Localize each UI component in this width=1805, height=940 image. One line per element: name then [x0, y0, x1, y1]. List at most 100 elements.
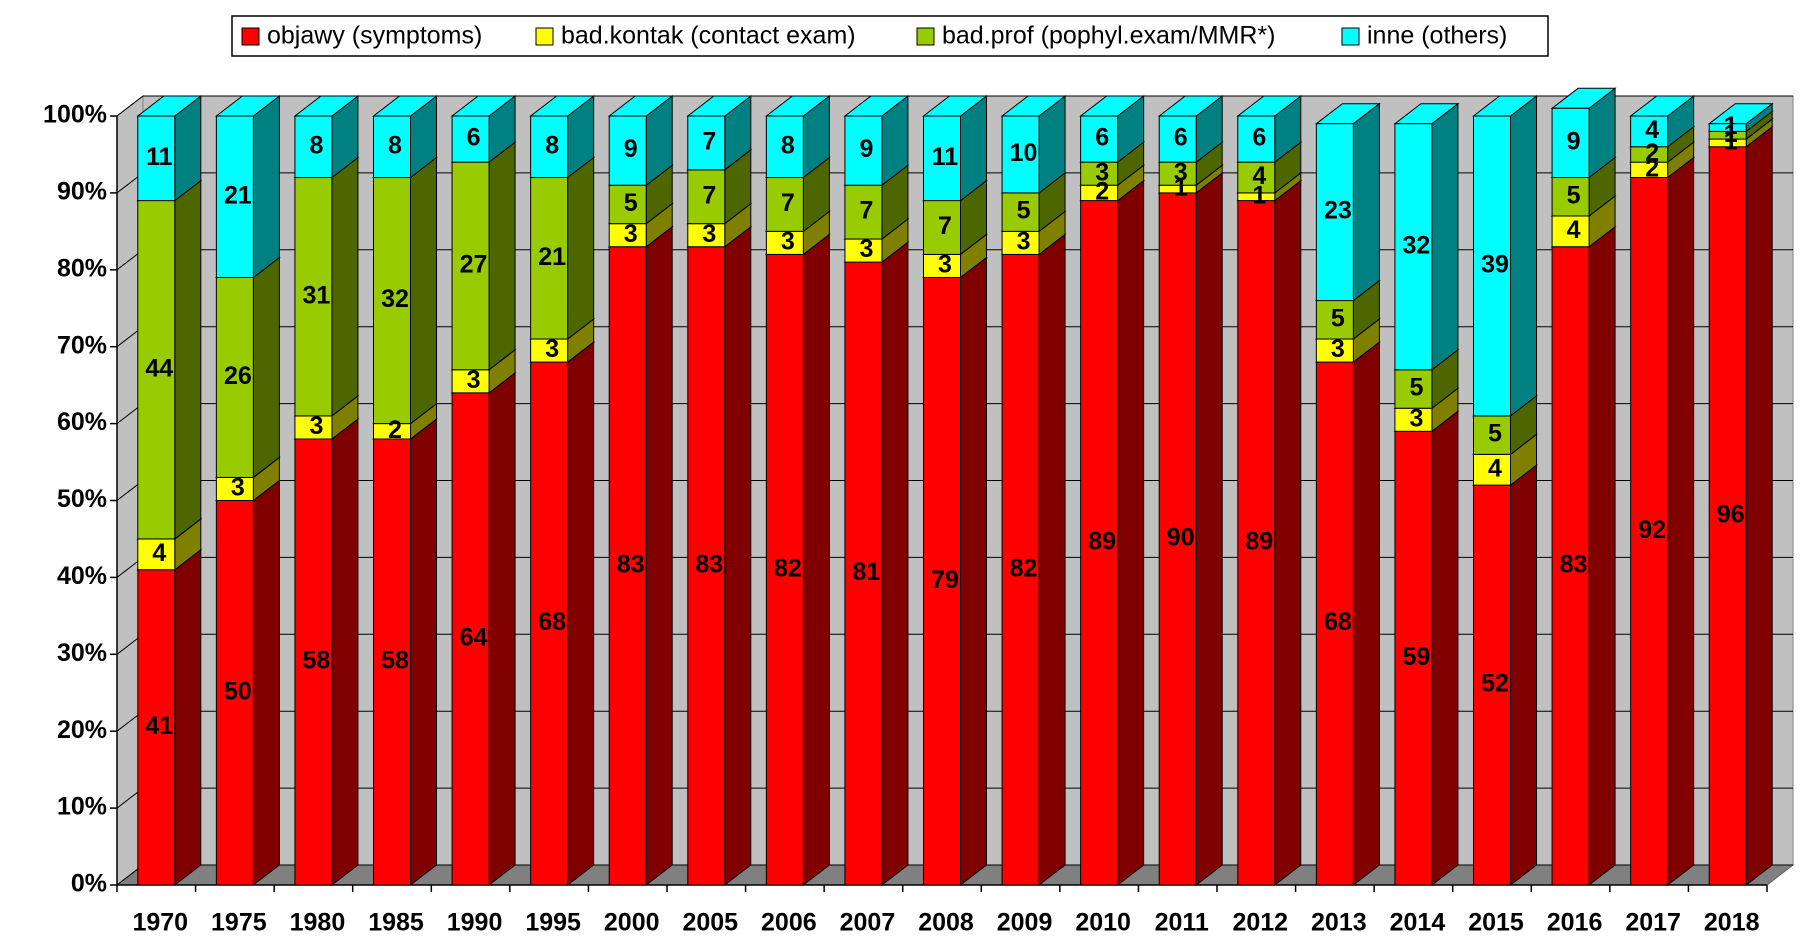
legend-swatch — [241, 27, 260, 46]
bar-side — [488, 371, 516, 887]
x-tick-label: 1975 — [211, 909, 267, 937]
data-label: 3 — [309, 412, 323, 440]
bar-side — [802, 233, 830, 887]
bar-front — [1708, 146, 1747, 886]
data-label: 7 — [781, 189, 795, 217]
bar-front — [1473, 115, 1511, 417]
data-label: 9 — [624, 135, 638, 163]
x-tick-label: 1990 — [447, 909, 503, 937]
bar-front — [373, 177, 411, 425]
data-label: 1 — [1724, 128, 1738, 156]
data-label: 21 — [538, 243, 566, 271]
bar-segment — [1550, 225, 1617, 887]
data-label: 2 — [1645, 139, 1659, 167]
y-tick-label: 90% — [57, 178, 107, 206]
bar-front — [530, 361, 569, 886]
x-tick-label: 1980 — [290, 909, 346, 937]
data-label: 3 — [1409, 404, 1423, 432]
bar-front — [530, 115, 569, 179]
data-label: 8 — [545, 131, 559, 159]
bar-front — [1473, 484, 1511, 886]
data-label: 4 — [1252, 162, 1266, 190]
bar-front — [1473, 415, 1511, 455]
bar-segment — [293, 417, 360, 887]
data-label: 58 — [381, 647, 409, 675]
data-label: 89 — [1245, 527, 1273, 555]
bar-front — [844, 184, 883, 240]
y-tick-label: 100% — [43, 101, 107, 129]
bar-front — [137, 115, 176, 202]
data-label: 21 — [224, 181, 252, 209]
bar-front — [1473, 453, 1511, 486]
data-label: 8 — [309, 131, 323, 159]
data-label: 41 — [145, 712, 173, 740]
bar-segment — [686, 94, 753, 171]
data-label: 7 — [702, 128, 716, 156]
data-label: 31 — [303, 281, 331, 309]
bar-segment — [1550, 87, 1617, 179]
x-tick-label: 2016 — [1547, 909, 1603, 937]
bar-front — [1551, 246, 1590, 886]
legend-swatch — [916, 27, 935, 46]
data-label: 27 — [460, 251, 488, 279]
bar-front — [1001, 115, 1040, 194]
data-label: 3 — [1331, 335, 1345, 363]
bar-segment — [1236, 94, 1303, 164]
bar-front — [1237, 115, 1276, 163]
data-label: 59 — [1403, 643, 1431, 671]
bar-front — [294, 115, 333, 179]
bar-side — [252, 479, 280, 887]
data-label: 5 — [1488, 420, 1502, 448]
data-label: 83 — [695, 550, 723, 578]
bar-segment — [1079, 94, 1146, 164]
bar-side — [1431, 410, 1459, 887]
data-label: 3 — [231, 474, 245, 502]
data-label: 6 — [1252, 124, 1266, 152]
bar-front — [687, 115, 726, 171]
bar-front — [137, 538, 176, 571]
bar-side — [1038, 233, 1066, 887]
x-tick-label: 1970 — [132, 909, 188, 937]
y-tick-label: 30% — [57, 639, 107, 667]
bar-front — [687, 169, 726, 225]
bar-segment — [1000, 94, 1067, 194]
bar-side — [1352, 341, 1380, 887]
bar-segment — [1393, 410, 1460, 887]
y-tick-label: 70% — [57, 331, 107, 359]
bar-segment — [1629, 94, 1696, 148]
data-label: 5 — [1409, 374, 1423, 402]
legend-label: bad.prof (pophyl.exam/MMR*) — [942, 22, 1275, 50]
bar-segment — [372, 156, 438, 425]
data-label: 7 — [938, 212, 952, 240]
data-label: 32 — [381, 285, 409, 313]
bar-side — [1510, 464, 1537, 887]
bar-front — [1080, 115, 1119, 163]
bar-front — [1551, 177, 1590, 217]
data-label: 2 — [1645, 154, 1659, 182]
data-label: 10 — [1010, 139, 1038, 167]
bar-front — [294, 177, 333, 417]
data-label: 11 — [146, 143, 173, 171]
data-label: 58 — [303, 647, 331, 675]
bar-side — [1510, 94, 1537, 417]
bar-side — [645, 225, 673, 887]
bar-segment — [136, 94, 203, 202]
data-label: 3 — [702, 220, 716, 248]
data-label: 68 — [1324, 608, 1352, 636]
bar-segment — [1079, 179, 1146, 887]
bar-side — [881, 241, 909, 887]
data-label: 92 — [1638, 516, 1666, 544]
data-label: 6 — [1174, 124, 1188, 152]
data-label: 39 — [1481, 251, 1509, 279]
bar-side — [1588, 225, 1616, 887]
bar-segment — [529, 94, 596, 179]
bar-side — [724, 225, 752, 887]
bar-side — [174, 548, 202, 887]
data-label: 2 — [388, 416, 402, 444]
bar-segment — [372, 94, 438, 179]
bar-segment — [607, 225, 674, 887]
bar-side — [174, 179, 202, 540]
x-tick-label: 2009 — [997, 909, 1053, 937]
bar-segment — [686, 225, 753, 887]
x-tick-label: 2006 — [761, 909, 817, 937]
